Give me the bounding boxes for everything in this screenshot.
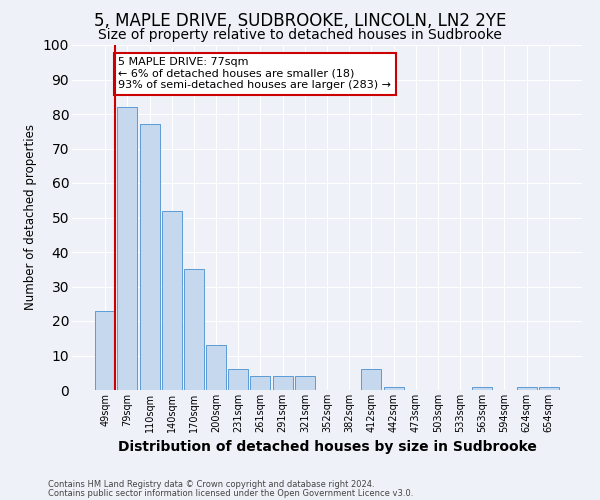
- Y-axis label: Number of detached properties: Number of detached properties: [24, 124, 37, 310]
- Text: 5 MAPLE DRIVE: 77sqm
← 6% of detached houses are smaller (18)
93% of semi-detach: 5 MAPLE DRIVE: 77sqm ← 6% of detached ho…: [118, 57, 391, 90]
- Text: Contains HM Land Registry data © Crown copyright and database right 2024.: Contains HM Land Registry data © Crown c…: [48, 480, 374, 489]
- Bar: [206, 345, 226, 390]
- Text: 5, MAPLE DRIVE, SUDBROOKE, LINCOLN, LN2 2YE: 5, MAPLE DRIVE, SUDBROOKE, LINCOLN, LN2 …: [94, 12, 506, 30]
- Text: Size of property relative to detached houses in Sudbrooke: Size of property relative to detached ho…: [98, 28, 502, 42]
- X-axis label: Distribution of detached houses by size in Sudbrooke: Distribution of detached houses by size …: [118, 440, 536, 454]
- Bar: [517, 386, 536, 390]
- Text: Contains public sector information licensed under the Open Government Licence v3: Contains public sector information licen…: [48, 488, 413, 498]
- Bar: [118, 107, 137, 390]
- Bar: [162, 210, 182, 390]
- Bar: [295, 376, 315, 390]
- Bar: [361, 370, 382, 390]
- Bar: [95, 310, 115, 390]
- Bar: [228, 370, 248, 390]
- Bar: [472, 386, 492, 390]
- Bar: [184, 269, 204, 390]
- Bar: [539, 386, 559, 390]
- Bar: [250, 376, 271, 390]
- Bar: [383, 386, 404, 390]
- Bar: [272, 376, 293, 390]
- Bar: [140, 124, 160, 390]
